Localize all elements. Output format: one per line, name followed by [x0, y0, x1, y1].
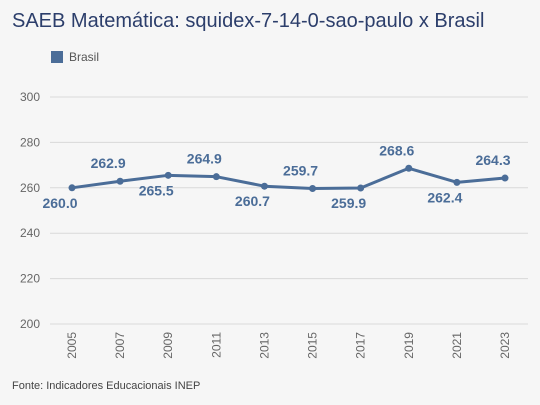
chart-title: SAEB Matemática: squidex-7-14-0-sao-paul…: [12, 10, 485, 32]
data-point: [309, 184, 317, 192]
data-label: 264.9: [187, 151, 222, 167]
data-point: [357, 184, 365, 192]
x-tick-label: 2023: [498, 332, 512, 359]
y-tick-label: 280: [20, 135, 40, 149]
series-brasil: 260.0 262.9 265.5 264.9 260.7 259.7 259.9 268.6…: [42, 142, 510, 211]
data-point: [164, 171, 172, 179]
x-tick-label: 2015: [306, 332, 320, 359]
data-point: [212, 173, 220, 181]
x-tick-label: 2017: [354, 332, 368, 359]
grid-lines: [50, 96, 528, 325]
x-tick-label: 2021: [450, 332, 464, 359]
x-tick-label: 2009: [161, 332, 175, 359]
data-point: [453, 178, 461, 186]
data-point: [405, 164, 413, 172]
data-label: 268.6: [379, 142, 414, 158]
x-axis-ticks: 2005 2007 2009 2011 2013 2015 2017 2019 2021 2023: [65, 332, 512, 359]
data-point: [68, 184, 76, 192]
data-label: 259.7: [283, 162, 318, 178]
series-line: [70, 166, 507, 190]
x-tick-label: 2011: [209, 332, 223, 358]
legend[interactable]: Brasil: [51, 50, 99, 64]
x-tick-label: 2005: [65, 332, 79, 359]
x-tick-label: 2019: [402, 332, 416, 359]
y-tick-label: 260: [20, 181, 40, 195]
data-label: 264.3: [475, 152, 510, 168]
data-point: [260, 182, 268, 190]
data-label: 265.5: [139, 182, 174, 198]
legend-label: Brasil: [69, 50, 100, 64]
data-label: 262.9: [91, 155, 126, 171]
legend-swatch: [51, 51, 63, 63]
x-tick-label: 2007: [113, 332, 127, 359]
y-tick-label: 200: [20, 317, 40, 331]
source-footer: Fonte: Indicadores Educacionais INEP: [12, 380, 201, 392]
y-axis-ticks: 200 220 240 260 280 300: [20, 90, 40, 331]
y-tick-label: 300: [20, 90, 40, 104]
data-point: [501, 174, 509, 182]
data-label: 260.0: [42, 195, 77, 211]
x-tick-label: 2013: [257, 332, 271, 359]
data-point: [116, 177, 124, 185]
y-tick-label: 240: [20, 226, 40, 240]
data-label: 260.7: [235, 193, 270, 209]
data-label: 259.9: [331, 195, 366, 211]
y-tick-label: 220: [20, 272, 40, 286]
data-label: 262.4: [427, 189, 462, 205]
